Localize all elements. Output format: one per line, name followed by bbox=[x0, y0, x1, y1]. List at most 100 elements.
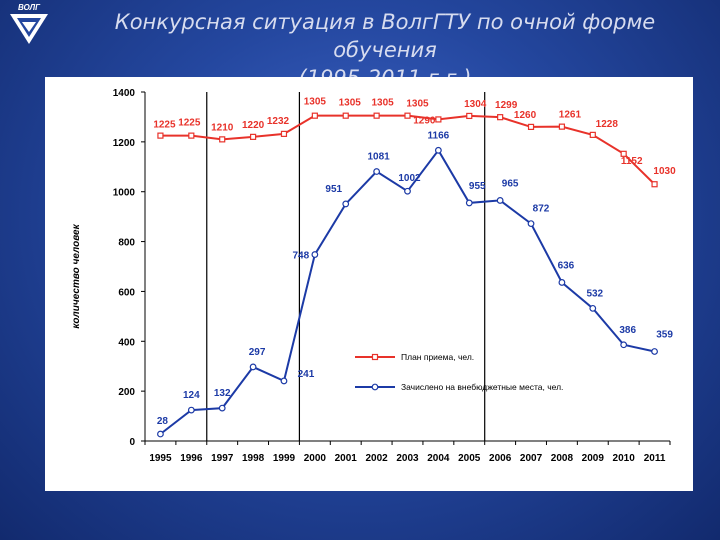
enrolled-value-label: 1081 bbox=[367, 152, 390, 163]
x-tick-label: 2001 bbox=[335, 453, 358, 464]
x-tick-label: 1995 bbox=[149, 453, 172, 464]
enrolled-point bbox=[434, 146, 442, 154]
x-tick-label: 2009 bbox=[582, 453, 605, 464]
x-tick-label: 1997 bbox=[211, 453, 234, 464]
enrolled-point bbox=[496, 197, 504, 204]
y-tick-label: 800 bbox=[118, 238, 135, 249]
enrolled-value-label: 132 bbox=[214, 388, 231, 399]
plan-point bbox=[157, 132, 164, 139]
y-tick-label: 1000 bbox=[113, 188, 136, 199]
slide-title: Конкурсная ситуация в ВолгГТУ по очной ф… bbox=[60, 8, 710, 92]
plan-point bbox=[219, 136, 226, 143]
plan-point bbox=[651, 181, 658, 188]
y-tick-label: 1200 bbox=[113, 138, 136, 149]
plan-point bbox=[497, 114, 504, 121]
plan-point bbox=[404, 112, 411, 119]
enrolled-point bbox=[280, 377, 288, 385]
x-tick-label: 1998 bbox=[242, 453, 265, 464]
plan-value-label: 1290 bbox=[413, 115, 436, 126]
enrolled-value-label: 28 bbox=[157, 416, 169, 427]
plan-point bbox=[527, 123, 535, 131]
y-tick-label: 400 bbox=[118, 337, 135, 348]
legend-swatch-marker bbox=[371, 353, 379, 361]
enrolled-point bbox=[558, 279, 566, 286]
enrolled-value-label: 636 bbox=[558, 260, 575, 271]
enrolled-point bbox=[342, 200, 350, 208]
plan-value-label: 1261 bbox=[559, 110, 582, 121]
enrolled-point bbox=[527, 220, 535, 228]
slide-title-line1: Конкурсная ситуация в ВолгГТУ по очной ф… bbox=[114, 10, 656, 62]
x-tick-label: 2005 bbox=[458, 453, 481, 464]
enrolled-point bbox=[218, 404, 226, 412]
plan-value-label: 1299 bbox=[495, 100, 518, 111]
plan-value-label: 1225 bbox=[153, 120, 176, 131]
plan-point bbox=[558, 123, 566, 130]
x-tick-label: 2006 bbox=[489, 453, 512, 464]
chart-panel: 0 200 400 600 800 1000 1200 1400 1995 1996 1997 199… bbox=[45, 77, 693, 491]
enrolled-value-label: 386 bbox=[619, 325, 636, 336]
enrolled-value-label: 124 bbox=[183, 390, 200, 401]
x-tick-label: 2002 bbox=[365, 453, 388, 464]
y-tick-label: 1400 bbox=[113, 88, 136, 99]
plan-value-label: 1304 bbox=[464, 99, 487, 110]
y-tick-label: 0 bbox=[129, 437, 135, 448]
plan-value-label: 1305 bbox=[371, 98, 394, 109]
plan-point bbox=[311, 112, 318, 119]
enrolled-value-label: 1166 bbox=[428, 130, 450, 141]
enrolled-value-label: 965 bbox=[502, 178, 519, 189]
plan-value-label: 1228 bbox=[596, 119, 619, 130]
plan-value-label: 1305 bbox=[304, 97, 327, 108]
plan-point bbox=[280, 130, 288, 137]
enrolled-point bbox=[157, 430, 164, 438]
enrolled-value-label: 241 bbox=[298, 369, 315, 380]
x-tick-label: 2010 bbox=[613, 453, 636, 464]
plan-point bbox=[188, 132, 195, 139]
enrolled-point bbox=[373, 168, 381, 175]
y-tick-label: 200 bbox=[118, 387, 135, 398]
x-tick-label: 2007 bbox=[520, 453, 543, 464]
plan-point bbox=[373, 112, 380, 119]
enrolled-value-label: 359 bbox=[656, 330, 673, 341]
plan-point bbox=[466, 112, 473, 120]
plan-value-label: 1220 bbox=[242, 120, 265, 131]
enrolled-value-label: 951 bbox=[325, 184, 342, 195]
enrolled-value-label: 872 bbox=[533, 204, 550, 215]
enrolled-value-label: 1002 bbox=[398, 173, 421, 184]
x-tick-label: 1996 bbox=[180, 453, 203, 464]
x-tick-label: 1999 bbox=[273, 453, 296, 464]
plan-point bbox=[435, 116, 442, 123]
university-logo: ВОЛГ bbox=[10, 3, 48, 44]
plan-value-label: 1232 bbox=[267, 116, 290, 127]
x-tick-label: 2000 bbox=[304, 453, 327, 464]
x-tick-label: 2003 bbox=[396, 453, 419, 464]
enrolled-point bbox=[404, 187, 411, 195]
plan-value-label: 1030 bbox=[653, 166, 676, 177]
y-axis-label: количество человек bbox=[71, 223, 82, 328]
enrolled-point bbox=[465, 199, 473, 207]
plan-value-label: 1210 bbox=[211, 122, 234, 133]
x-tick-label: 2011 bbox=[644, 453, 666, 464]
enrolled-value-label: 532 bbox=[586, 288, 603, 299]
enrolled-point bbox=[589, 304, 597, 312]
plan-value-label: 1225 bbox=[178, 118, 201, 129]
logo-text: ВОЛГ bbox=[18, 3, 41, 12]
enrolled-point bbox=[187, 406, 195, 414]
plan-point bbox=[342, 112, 349, 119]
legend-entry: План приема, чел. bbox=[401, 352, 474, 362]
plan-point bbox=[620, 150, 627, 157]
enrolled-value-label: 955 bbox=[469, 181, 486, 192]
enrolled-point bbox=[620, 341, 628, 349]
y-tick-label: 600 bbox=[118, 287, 135, 298]
enrolled-point bbox=[651, 348, 658, 355]
chart-canvas: 0 200 400 600 800 1000 1200 1400 1995 1996 1997 199… bbox=[71, 88, 676, 464]
plan-value-label: 1152 bbox=[621, 156, 643, 167]
enrolled-point bbox=[249, 363, 257, 371]
plan-value-label: 1260 bbox=[514, 110, 537, 121]
plan-value-label: 1305 bbox=[339, 98, 362, 109]
enrolled-point bbox=[311, 251, 319, 258]
plan-point bbox=[249, 133, 257, 140]
x-tick-label: 2004 bbox=[427, 453, 450, 464]
legend-swatch-marker bbox=[371, 383, 379, 391]
enrolled-value-label: 748 bbox=[293, 251, 310, 262]
plan-point bbox=[589, 131, 596, 138]
